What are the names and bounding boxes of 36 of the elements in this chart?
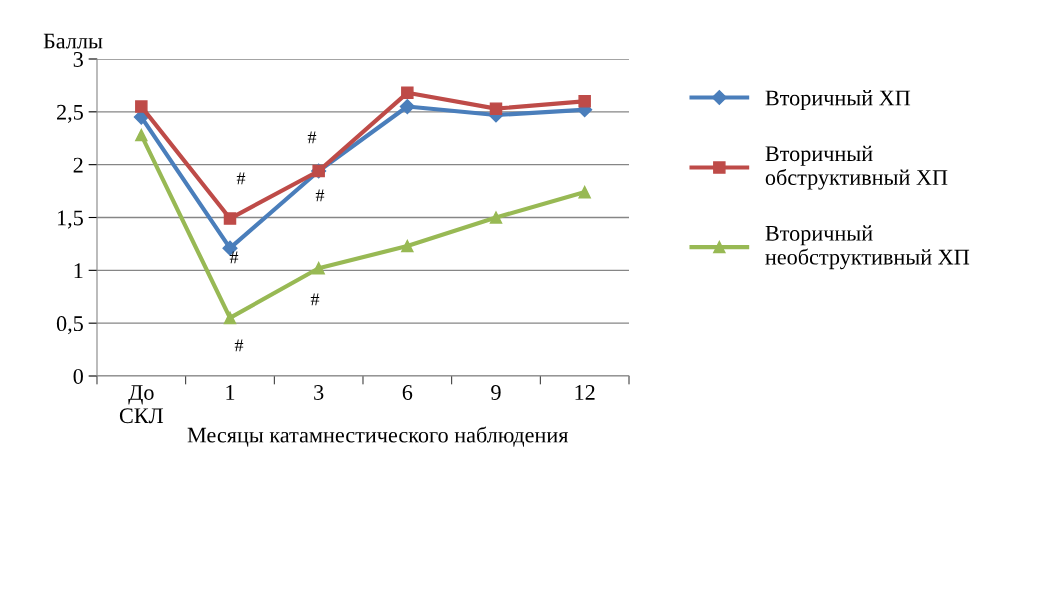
point [578, 185, 591, 199]
annotation: # [236, 172, 246, 185]
annotation: # [229, 251, 239, 264]
point [401, 86, 414, 100]
y-tick-label: 2 [73, 157, 83, 173]
x-axis-title: Месяцы катамнестического наблюдения [187, 426, 569, 447]
y-tick-label: 0 [73, 368, 83, 384]
legend-label: Вторичный обструктивный ХП [765, 145, 948, 190]
x-tick-label: 6 [402, 385, 413, 400]
x-tick-label: 3 [314, 385, 324, 400]
y-tick-label: 3 [73, 51, 83, 67]
y-axis-title: Баллы [43, 33, 103, 49]
legend-label: Вторичный ХП [765, 90, 911, 111]
point [135, 100, 148, 113]
point [489, 211, 503, 224]
point [401, 239, 414, 253]
y-tick-label: 0,5 [56, 316, 83, 335]
x-tick-label: 1 [226, 385, 235, 400]
x-tick-label: 12 [575, 385, 595, 400]
point [223, 212, 237, 225]
point [223, 311, 237, 325]
x-tick-label: 9 [491, 385, 501, 400]
legend-label: Вторичный необструктивный ХП [765, 225, 970, 270]
y-tick-label: 2,5 [57, 104, 83, 123]
point [489, 102, 503, 115]
y-tick-label: 1 [74, 263, 83, 279]
annotation: # [307, 131, 317, 144]
y-tick-label: 1,5 [57, 210, 83, 229]
point [135, 128, 148, 142]
annotation: # [310, 293, 320, 306]
point [312, 261, 325, 275]
x-tick-label: До СКЛ [119, 385, 164, 424]
annotation: # [234, 339, 244, 352]
point [399, 98, 415, 115]
point [578, 95, 591, 108]
annotation: # [315, 189, 325, 202]
